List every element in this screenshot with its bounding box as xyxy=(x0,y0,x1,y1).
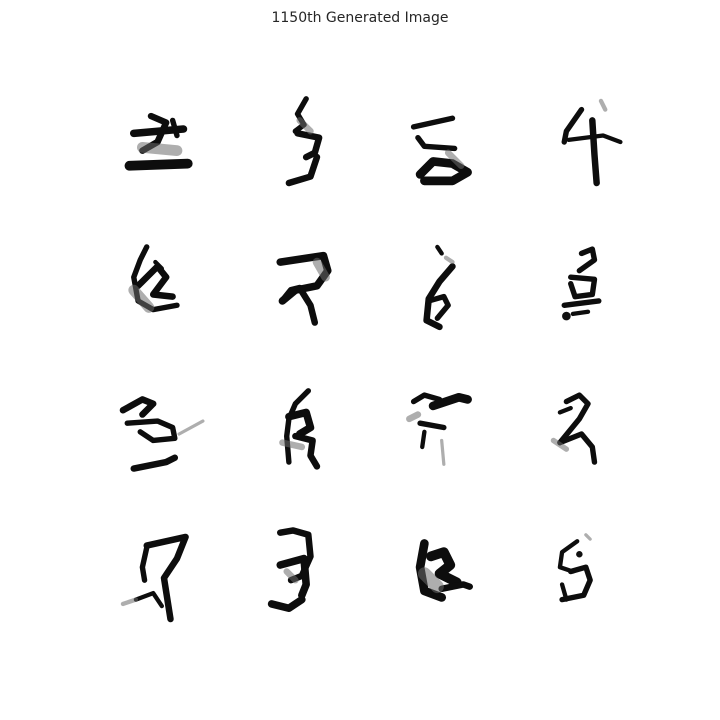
generated-image-r2c1 xyxy=(110,234,218,342)
generated-image-r1c3 xyxy=(392,88,500,196)
generated-image-r3c4 xyxy=(534,380,642,488)
generated-image-r3c1 xyxy=(110,380,218,488)
generated-image-r1c2 xyxy=(250,88,358,196)
generated-image-r4c1 xyxy=(110,524,218,632)
generated-image-r4c4 xyxy=(534,524,642,632)
generated-image-r2c2 xyxy=(250,234,358,342)
generated-image-r4c3 xyxy=(392,524,500,632)
generated-image-r4c2 xyxy=(250,524,358,632)
generated-image-r3c3 xyxy=(392,380,500,488)
generated-image-r2c4 xyxy=(534,234,642,342)
generated-image-r1c4 xyxy=(534,88,642,196)
generated-image-r3c2 xyxy=(250,380,358,488)
generated-image-r1c1 xyxy=(110,88,218,196)
figure-title: 1150th Generated Image xyxy=(271,10,449,26)
image-grid xyxy=(110,88,630,632)
generated-image-r2c3 xyxy=(392,234,500,342)
